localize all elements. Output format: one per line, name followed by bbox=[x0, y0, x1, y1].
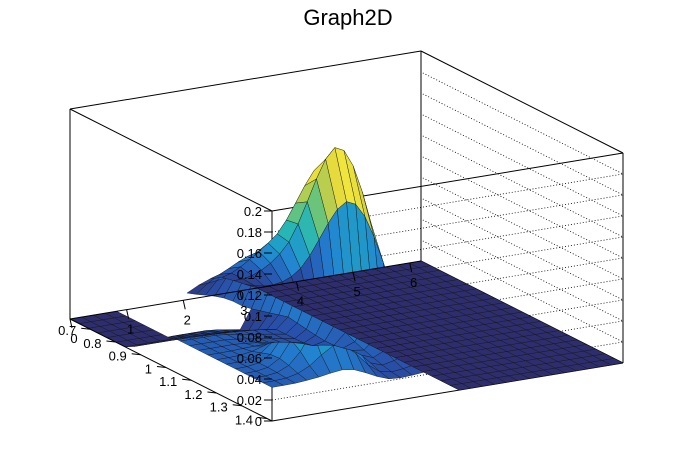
frame-edge-front-top bbox=[69, 50, 422, 110]
x-tick-mark-0 bbox=[69, 318, 73, 329]
z-tick-label-2: 0.04 bbox=[237, 372, 262, 387]
z-tick-label-1: 0.02 bbox=[237, 393, 262, 408]
y-tick-label-4: 1.1 bbox=[159, 374, 177, 389]
x-tick-label-4: 4 bbox=[297, 294, 304, 309]
frame-edge-left-floor bbox=[69, 318, 273, 422]
frame-edge-left-top bbox=[69, 108, 273, 212]
y-tick-mark-3 bbox=[156, 365, 167, 368]
x-tick-label-1: 1 bbox=[127, 322, 134, 337]
z-tick-label-0: 0 bbox=[255, 414, 262, 429]
x-tick-mark-1 bbox=[126, 309, 130, 319]
x-tick-mark-6 bbox=[409, 262, 413, 272]
y-tick-label-2: 0.9 bbox=[109, 349, 127, 364]
y-tick-mark-2 bbox=[131, 353, 141, 356]
z-tick-label-3: 0.06 bbox=[237, 351, 262, 366]
y-tick-label-3: 1 bbox=[145, 361, 152, 376]
z-tick-label-6: 0.12 bbox=[237, 288, 262, 303]
z-tick-label-9: 0.18 bbox=[237, 225, 262, 240]
x-tick-label-5: 5 bbox=[353, 284, 360, 299]
x-tick-label-3: 3 bbox=[240, 303, 247, 318]
frame-edge-right-top bbox=[420, 50, 624, 154]
y-tick-label-5: 1.2 bbox=[184, 387, 202, 402]
z-tick-label-7: 0.14 bbox=[237, 267, 262, 282]
x-tick-label-6: 6 bbox=[410, 275, 417, 290]
y-tick-mark-4 bbox=[182, 378, 192, 381]
z-tick-label-4: 0.08 bbox=[237, 330, 262, 345]
frame-front bbox=[69, 50, 422, 422]
z-tick-label-10: 0.2 bbox=[244, 204, 262, 219]
y-tick-mark-0 bbox=[81, 327, 91, 330]
z-tick-label-8: 0.16 bbox=[237, 246, 262, 261]
y-tick-label-7: 1.4 bbox=[235, 412, 253, 427]
y-tick-mark-7 bbox=[257, 416, 268, 419]
x-tick-mark-4 bbox=[295, 281, 299, 291]
y-tick-label-0: 0.7 bbox=[58, 323, 76, 338]
x-tick-label-2: 2 bbox=[184, 312, 191, 327]
y-tick-mark-6 bbox=[232, 404, 242, 407]
y-tick-label-1: 0.8 bbox=[83, 336, 101, 351]
chart-title: Graph2D bbox=[303, 5, 392, 30]
z-tick-label-5: 0.1 bbox=[244, 309, 262, 324]
surface-mesh bbox=[69, 147, 624, 391]
x-tick-mark-2 bbox=[182, 300, 186, 310]
x-tick-mark-5 bbox=[352, 272, 356, 282]
y-tick-label-6: 1.3 bbox=[210, 400, 228, 415]
y-tick-mark-1 bbox=[106, 340, 116, 343]
x-tick-mark-3 bbox=[239, 290, 243, 301]
frame-edge-front-floor bbox=[69, 260, 422, 320]
y-tick-mark-5 bbox=[207, 391, 217, 394]
x-tick-label-0: 0 bbox=[70, 331, 77, 346]
